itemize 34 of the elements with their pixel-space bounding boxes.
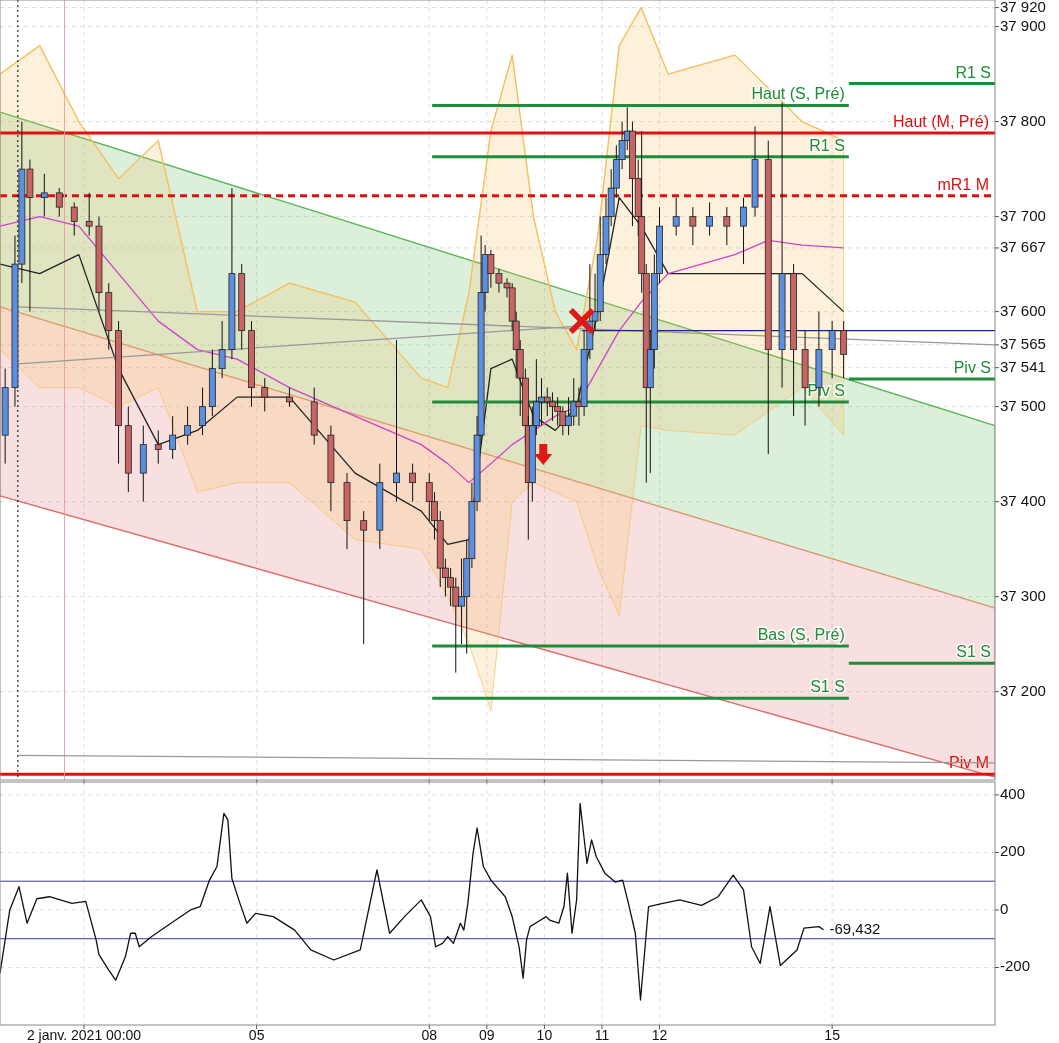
y-tick-label: 37 920 (1000, 0, 1046, 15)
y-tick-label: -200 (1000, 957, 1031, 975)
y-tick-label: 37 700 (1000, 206, 1046, 224)
y-tick-label: 37 541 (1000, 357, 1046, 375)
x-tick-label: 05 (248, 1027, 265, 1043)
series-label: Haut (S, Pré) (751, 85, 845, 103)
x-tick-label: 08 (421, 1027, 438, 1043)
series-label: S1 S (810, 678, 845, 696)
y-tick-label: 37 200 (1000, 681, 1046, 699)
y-tick-label: 37 667 (1000, 237, 1046, 255)
y-tick-label: 37 565 (1000, 334, 1046, 352)
y-tick-label: 0 (1000, 899, 1009, 917)
annotation: -69,432 (829, 919, 881, 937)
y-tick-label: 37 300 (1000, 586, 1046, 604)
series-label: Bas (S, Pré) (757, 626, 845, 644)
y-tick-label: 37 800 (1000, 111, 1046, 129)
x-tick-label: 09 (479, 1027, 495, 1043)
x-tick-label: 15 (824, 1027, 841, 1043)
series-label: R1 S (809, 136, 845, 154)
x-tick-label: 12 (651, 1027, 668, 1043)
x-tick-label: 2 janv. 2021 00:00 (26, 1027, 142, 1043)
series-label: R1 S (955, 63, 991, 81)
series-label: S1 S (956, 643, 991, 661)
series-label: Piv S (953, 359, 991, 377)
y-tick-label: 200 (1000, 842, 1026, 860)
ref-line-label: Haut (M, Pré) (892, 113, 989, 131)
ref-line-label: mR1 M (937, 175, 989, 193)
x-tick-label: 11 (594, 1027, 610, 1043)
y-tick-label: 37 900 (1000, 16, 1046, 34)
y-tick-label: 37 500 (1000, 396, 1046, 414)
y-tick-label: 37 400 (1000, 491, 1046, 509)
x-tick-label: 10 (536, 1027, 553, 1043)
y-tick-label: 37 600 (1000, 301, 1046, 319)
y-tick-label: 400 (1000, 784, 1026, 802)
